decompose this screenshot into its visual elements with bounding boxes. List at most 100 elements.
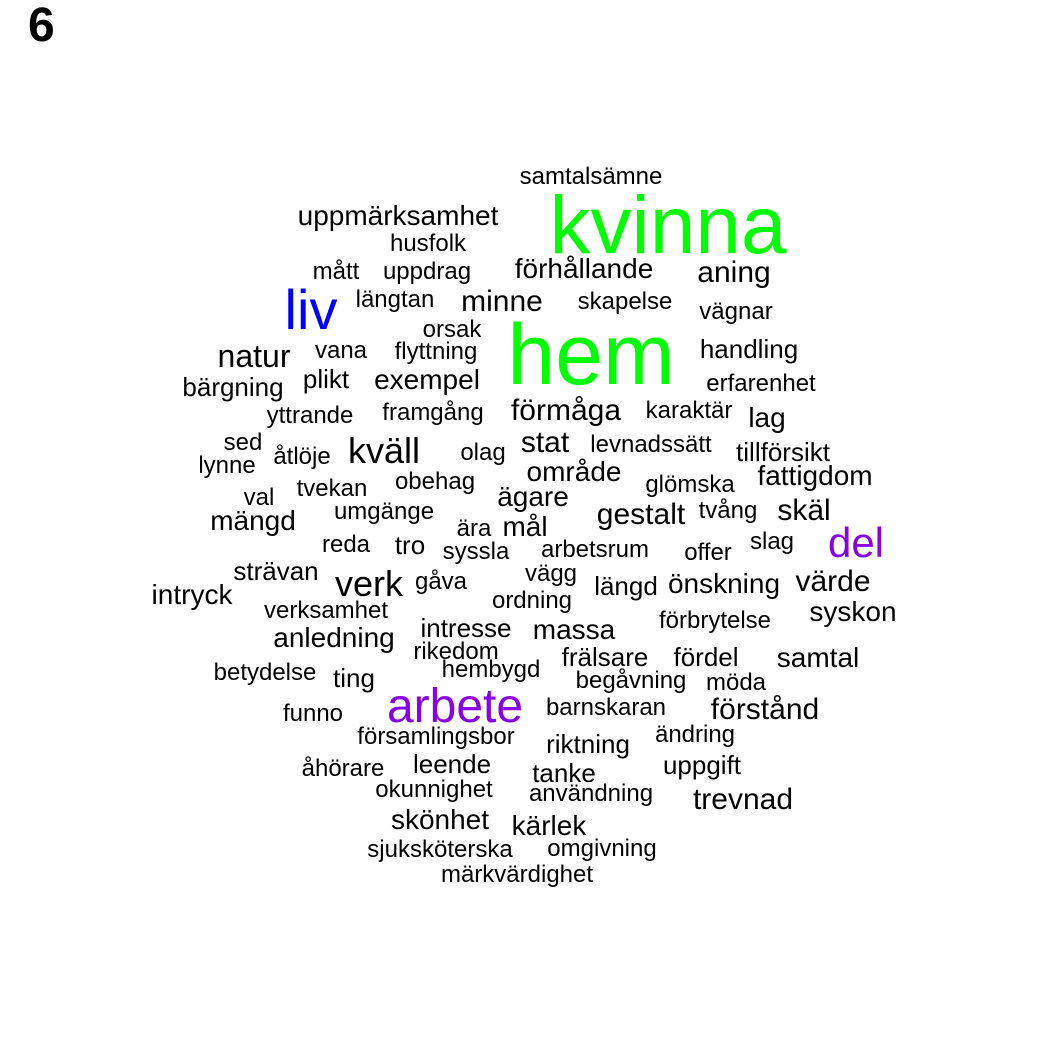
word-erfarenhet: erfarenhet bbox=[706, 370, 816, 397]
word-karaktar: karaktär bbox=[645, 397, 733, 424]
word-forsamlingsbor: församlingsbor bbox=[357, 723, 515, 750]
word-sed: sed bbox=[223, 429, 263, 456]
word-matt: mått bbox=[312, 258, 360, 285]
word-atloje: åtlöje bbox=[273, 443, 331, 470]
word-gava: gåva bbox=[414, 568, 468, 595]
word-offer: offer bbox=[684, 539, 732, 566]
word-uppgift: uppgift bbox=[662, 750, 742, 780]
word-anledning: anledning bbox=[273, 622, 395, 653]
word-hembygd: hembygd bbox=[441, 656, 541, 683]
word-ara: ära bbox=[456, 515, 492, 542]
word-fordel: fördel bbox=[673, 642, 739, 672]
word-mal: mål bbox=[502, 511, 548, 542]
word-husfolk: husfolk bbox=[389, 230, 467, 257]
word-skonhet: skönhet bbox=[390, 804, 490, 835]
word-lag: lag bbox=[748, 402, 786, 433]
word-barnskaran: barnskaran bbox=[545, 694, 667, 721]
panel-label: 6 bbox=[28, 0, 55, 52]
word-forbrytelse: förbrytelse bbox=[658, 607, 772, 634]
word-moda: möda bbox=[705, 669, 767, 696]
word-exempel: exempel bbox=[374, 364, 480, 395]
word-gestalt: gestalt bbox=[596, 498, 686, 531]
word-fralsare: frälsare bbox=[561, 642, 649, 672]
word-verk: verk bbox=[334, 563, 404, 604]
word-tillforsikt: tillförsikt bbox=[736, 437, 830, 467]
word-bargning: bärgning bbox=[182, 372, 284, 402]
word-obehag: obehag bbox=[394, 468, 476, 495]
word-tvekan: tvekan bbox=[296, 475, 368, 502]
word-reda: reda bbox=[321, 531, 371, 558]
word-samtal: samtal bbox=[776, 642, 860, 673]
word-markvardighet: märkvärdighet bbox=[440, 861, 594, 888]
word-riktning: riktning bbox=[546, 729, 630, 759]
word-begavning: begåvning bbox=[575, 667, 687, 694]
word-okunnighet: okunnighet bbox=[375, 776, 493, 803]
word-tanke: tanke bbox=[532, 758, 596, 788]
word-andring: ändring bbox=[654, 721, 736, 748]
word-glomska: glömska bbox=[645, 471, 735, 498]
word-ahorare: åhörare bbox=[301, 755, 385, 782]
word-hem: hem bbox=[507, 307, 675, 403]
word-stravan: strävan bbox=[233, 556, 319, 586]
word-slag: slag bbox=[749, 528, 795, 555]
word-val: val bbox=[243, 484, 275, 511]
word-tro: tro bbox=[394, 530, 426, 560]
word-syskon: syskon bbox=[809, 596, 897, 627]
word-trevnad: trevnad bbox=[692, 783, 794, 816]
word-langtan: längtan bbox=[355, 286, 435, 313]
word-kvinna: kvinna bbox=[549, 180, 787, 271]
word-arbete: arbete bbox=[386, 680, 524, 733]
word-skapelse: skapelse bbox=[577, 288, 673, 315]
word-karlek: kärlek bbox=[511, 810, 587, 841]
word-orsak: orsak bbox=[422, 316, 482, 343]
word-syssla: syssla bbox=[442, 538, 510, 565]
word-anvandning: användning bbox=[528, 780, 654, 807]
word-arbetsrum: arbetsrum bbox=[540, 536, 650, 563]
word-samtalsamne: samtalsämne bbox=[519, 163, 663, 190]
word-olag: olag bbox=[460, 439, 506, 466]
word-levnadssatt: levnadssätt bbox=[590, 431, 712, 458]
word-funno: funno bbox=[282, 700, 344, 727]
word-omgivning: omgivning bbox=[547, 835, 657, 862]
word-kvall: kväll bbox=[347, 430, 421, 471]
word-langd: längd bbox=[594, 571, 658, 601]
word-formaga: förmåga bbox=[510, 394, 622, 427]
word-framgang: framgång bbox=[382, 399, 484, 426]
word-plikt: plikt bbox=[302, 364, 350, 394]
word-tvang: tvång bbox=[698, 497, 758, 524]
word-del: del bbox=[827, 519, 885, 566]
word-yttrande: yttrande bbox=[266, 402, 354, 429]
word-ordning: ordning bbox=[491, 587, 573, 614]
word-leende: leende bbox=[412, 749, 492, 779]
word-natur: natur bbox=[217, 338, 291, 374]
word-ting: ting bbox=[333, 663, 375, 693]
word-agare: ägare bbox=[497, 481, 569, 512]
word-onskning: önskning bbox=[667, 568, 781, 599]
word-mangd: mängd bbox=[210, 505, 296, 536]
word-intresse: intresse bbox=[420, 613, 512, 643]
word-liv: liv bbox=[284, 278, 338, 341]
word-rikedom: rikedom bbox=[413, 638, 499, 665]
word-forstand: förstånd bbox=[710, 693, 820, 726]
word-flyttning: flyttning bbox=[394, 338, 478, 365]
word-varde: värde bbox=[795, 565, 871, 598]
word-omrade: område bbox=[526, 456, 622, 487]
word-verksamhet: verksamhet bbox=[263, 597, 389, 624]
word-uppmarksamhet: uppmärksamhet bbox=[297, 200, 499, 231]
word-lynne: lynne bbox=[198, 452, 256, 479]
word-betydelse: betydelse bbox=[213, 659, 317, 686]
word-vana: vana bbox=[314, 337, 368, 364]
word-skal: skäl bbox=[777, 494, 831, 527]
word-minne: minne bbox=[461, 285, 543, 318]
word-aning: aning bbox=[697, 256, 771, 289]
word-stat: stat bbox=[520, 426, 570, 459]
word-uppdrag: uppdrag bbox=[382, 258, 472, 285]
word-umgange: umgänge bbox=[333, 498, 435, 525]
word-vagnar: vägnar bbox=[699, 298, 773, 325]
word-massa: massa bbox=[532, 614, 616, 645]
word-fattigdom: fattigdom bbox=[757, 460, 873, 491]
word-intryck: intryck bbox=[151, 579, 233, 610]
word-vagg: vägg bbox=[524, 560, 578, 587]
word-forhallande: förhållande bbox=[514, 253, 654, 284]
